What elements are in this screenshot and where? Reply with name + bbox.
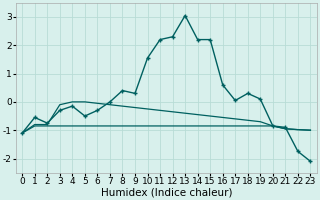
X-axis label: Humidex (Indice chaleur): Humidex (Indice chaleur) — [100, 187, 232, 197]
